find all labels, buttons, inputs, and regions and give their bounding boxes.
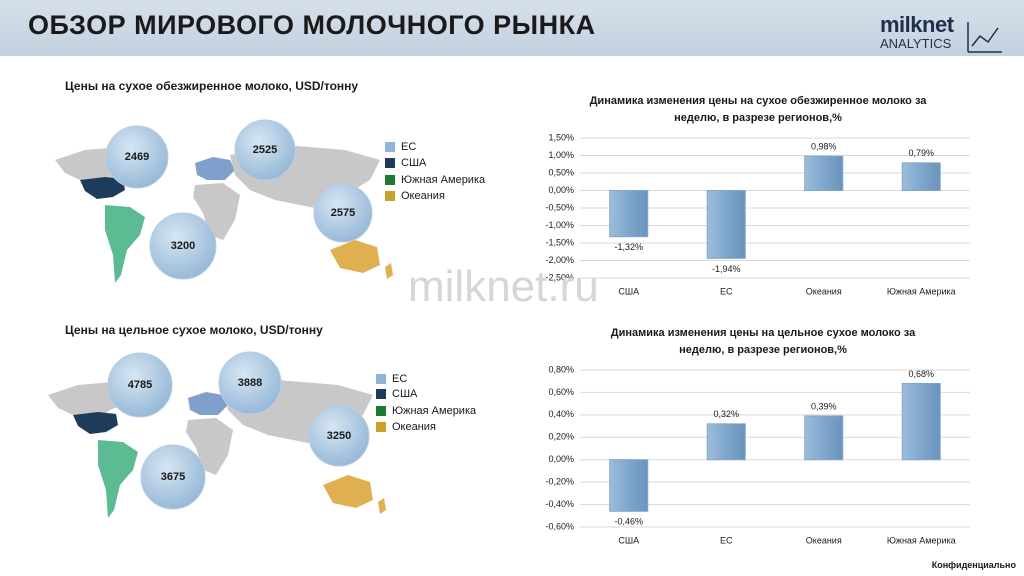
price-bubble — [149, 212, 217, 280]
legend-label: Южная Америка — [392, 405, 477, 417]
price-bubble — [107, 352, 173, 418]
bar — [609, 459, 649, 512]
y-tick-label: 0,40% — [548, 409, 574, 419]
logo-name: milknet — [880, 12, 954, 37]
legend-swatch — [376, 422, 386, 432]
header-band: ОБЗОР МИРОВОГО МОЛОЧНОГО РЫНКА milknet A… — [0, 0, 1024, 56]
price-bubble — [218, 351, 282, 415]
legend-label: Океания — [392, 421, 436, 433]
y-tick-label: -2,50% — [545, 272, 574, 282]
y-tick-label: -1,50% — [545, 237, 574, 247]
legend-label: США — [401, 157, 427, 169]
legend-label: США — [392, 388, 418, 400]
price-label: 3888 — [238, 377, 262, 389]
legend-swatch — [376, 389, 386, 399]
y-tick-label: -2,00% — [545, 255, 574, 265]
price-bubble — [313, 183, 373, 243]
price-label: 4785 — [128, 379, 152, 391]
value-label: -1,94% — [712, 264, 741, 274]
price-bubble — [105, 125, 169, 189]
y-tick-label: 0,50% — [548, 167, 574, 177]
y-tick-label: 1,50% — [548, 132, 574, 142]
bar — [804, 155, 844, 191]
price-label: 3200 — [171, 240, 195, 252]
price-bubble — [308, 405, 370, 467]
price-bubble — [234, 119, 296, 181]
value-label: 0,68% — [908, 369, 934, 379]
legend-swatch — [385, 175, 395, 185]
y-tick-label: -1,00% — [545, 220, 574, 230]
value-label: 0,32% — [713, 409, 739, 419]
y-tick-label: -0,50% — [545, 202, 574, 212]
price-bubble — [140, 444, 206, 510]
legend-label: Южная Америка — [401, 174, 486, 186]
legend-swatch — [376, 406, 386, 416]
watermark: milknet.ru — [408, 262, 599, 311]
price-label: 2525 — [253, 144, 277, 156]
x-tick-label: ЕС — [720, 286, 733, 296]
value-label: -0,46% — [614, 517, 643, 527]
legend-swatch — [385, 142, 395, 152]
legend-swatch — [385, 191, 395, 201]
y-tick-label: 0,80% — [548, 364, 574, 374]
x-tick-label: США — [618, 535, 639, 545]
y-tick-label: 1,00% — [548, 150, 574, 160]
y-tick-label: 0,00% — [548, 185, 574, 195]
chart-title: Динамика изменения цены на сухое обезжир… — [589, 95, 927, 124]
legend-label: Океания — [401, 190, 445, 202]
bar — [804, 415, 844, 461]
bar — [901, 382, 941, 461]
x-tick-label: Южная Америка — [887, 535, 956, 545]
legend-swatch — [385, 158, 395, 168]
y-tick-label: -0,20% — [545, 477, 574, 487]
y-tick-label: -0,60% — [545, 521, 574, 531]
x-tick-label: Южная Америка — [887, 286, 956, 296]
bar — [609, 190, 649, 238]
legend-label: ЕС — [392, 373, 407, 385]
y-tick-label: -0,40% — [545, 499, 574, 509]
value-label: -1,32% — [614, 242, 643, 252]
map-title: Цены на цельное сухое молоко, USD/тонну — [65, 323, 323, 337]
page-title: ОБЗОР МИРОВОГО МОЛОЧНОГО РЫНКА — [28, 10, 596, 40]
value-label: 0,79% — [908, 148, 934, 158]
bar — [901, 162, 941, 192]
legend-label: ЕС — [401, 141, 416, 153]
y-tick-label: 0,20% — [548, 432, 574, 442]
x-tick-label: ЕС — [720, 535, 733, 545]
price-label: 3250 — [327, 430, 351, 442]
y-tick-label: 0,60% — [548, 387, 574, 397]
bar — [706, 190, 746, 259]
logo-icon — [971, 27, 999, 47]
x-tick-label: США — [618, 286, 639, 296]
logo-sub: ANALYTICS — [880, 36, 952, 51]
price-label: 2575 — [331, 207, 355, 219]
x-tick-label: Океания — [806, 535, 842, 545]
map-title: Цены на сухое обезжиренное молоко, USD/т… — [65, 79, 359, 93]
legend-swatch — [376, 374, 386, 384]
value-label: 0,98% — [811, 142, 837, 152]
bar — [706, 423, 746, 461]
price-label: 2469 — [125, 151, 149, 163]
price-label: 3675 — [161, 471, 185, 483]
chart-title: Динамика изменения цены на цельное сухое… — [610, 327, 916, 356]
value-label: 0,39% — [811, 401, 837, 411]
footer: Конфиденциально — [931, 560, 1016, 570]
y-tick-label: 0,00% — [548, 454, 574, 464]
x-tick-label: Океания — [806, 286, 842, 296]
